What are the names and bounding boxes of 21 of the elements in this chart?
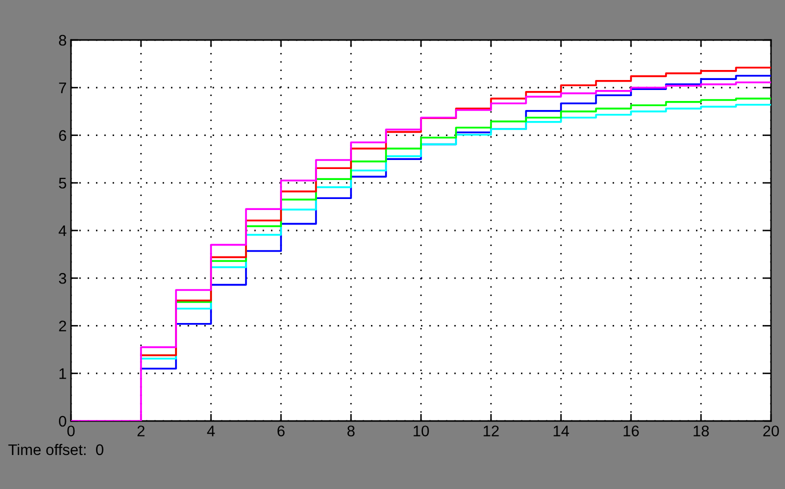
- x-tick-label: 10: [414, 426, 429, 436]
- y-tick-label: 1: [60, 368, 66, 379]
- y-tick-label: 2: [59, 320, 66, 332]
- x-tick-label: 2: [138, 426, 144, 436]
- text: Time offset: 0: [8, 444, 104, 456]
- x-tick-label: 12: [484, 426, 499, 436]
- y-tick-label: 0: [58, 416, 66, 427]
- x-tick-label: 14: [554, 426, 570, 436]
- x-tick-label: 6: [278, 426, 285, 436]
- y-tick-label: 6: [59, 130, 66, 141]
- y-tick-label: 3: [58, 272, 66, 284]
- x-tick-label: 20: [763, 426, 779, 436]
- y-tick-label: 7: [59, 82, 66, 94]
- y-tick-label: 4: [58, 226, 66, 236]
- x-tick-label: 4: [207, 426, 215, 436]
- x-tick-label: 16: [624, 426, 639, 436]
- y-tick-label: 8: [59, 34, 66, 46]
- x-tick-label: 8: [347, 426, 355, 436]
- x-tick-label: 0: [67, 426, 75, 436]
- x-tick-label: 18: [694, 426, 709, 436]
- y-tick-label: 5: [58, 178, 66, 189]
